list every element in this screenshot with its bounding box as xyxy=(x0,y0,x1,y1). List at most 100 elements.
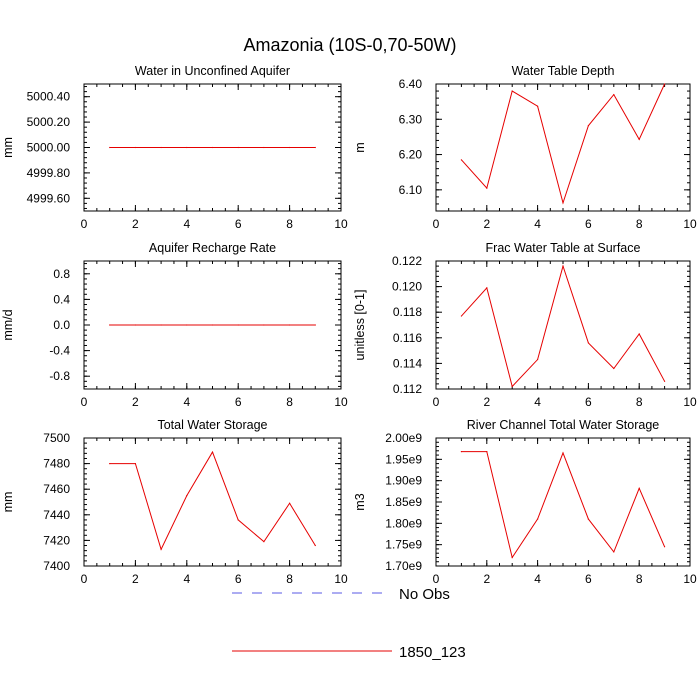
panel-frac-water-table-at-surface: Frac Water Table at Surface unitless [0-1… xyxy=(353,241,697,409)
data-point xyxy=(562,202,564,204)
y-tick-label: 7420 xyxy=(43,533,70,547)
series-line-1850-123 xyxy=(461,264,666,388)
y-tick-label: 5000.40 xyxy=(27,90,71,104)
y-tick-label: 7480 xyxy=(43,457,70,471)
y-tick-label: 1.75e9 xyxy=(385,538,422,552)
data-point xyxy=(587,342,590,344)
x-tick-label: 10 xyxy=(334,572,348,586)
y-tick-label: 7460 xyxy=(43,482,70,496)
y-tick-label: 6.30 xyxy=(399,112,423,126)
x-tick-label: 2 xyxy=(132,395,139,409)
figure-title: Amazonia (10S-0,70-50W) xyxy=(243,35,456,55)
panel-water-table-depth: Water Table Depth m 0 2 4 6 8 10 6.10 6.20 6.30 6.4… xyxy=(353,64,697,231)
panel-title: Aquifer Recharge Rate xyxy=(149,241,276,255)
y-tick-label: 1.95e9 xyxy=(385,452,422,466)
x-tick-label: 0 xyxy=(433,217,440,231)
data-point xyxy=(314,146,316,149)
panels-group: Water in Unconfined Aquifer mm 0 2 4 6 8 10 4999… xyxy=(1,64,697,586)
y-tick-label: 1.70e9 xyxy=(385,559,422,573)
data-point xyxy=(289,502,291,504)
data-point xyxy=(186,146,188,149)
x-tick-label: 8 xyxy=(286,572,293,586)
y-tick-label: 6.10 xyxy=(399,183,423,197)
y-tick-label: 1.90e9 xyxy=(385,474,422,488)
data-point xyxy=(160,146,162,149)
data-point xyxy=(613,551,615,553)
y-tick-label: 5000.20 xyxy=(27,115,71,129)
x-tick-label: 6 xyxy=(235,395,242,409)
data-point xyxy=(289,324,291,326)
y-tick-label: 0.114 xyxy=(393,356,422,370)
y-axis-label: unitless [0-1] xyxy=(353,290,367,361)
x-tick-label: 8 xyxy=(636,395,643,409)
panel-title: Water Table Depth xyxy=(512,64,615,78)
y-tick-label: 0.118 xyxy=(393,305,422,319)
x-tick-label: 10 xyxy=(683,572,697,586)
x-tick-label: 2 xyxy=(483,572,490,586)
y-axis-label: m xyxy=(353,142,367,152)
data-point xyxy=(537,358,539,361)
data-point xyxy=(460,315,462,317)
y-tick-label: -0.4 xyxy=(49,344,70,358)
x-tick-label: 10 xyxy=(683,217,697,231)
data-point xyxy=(587,518,590,520)
y-tick-label: -0.8 xyxy=(49,369,70,383)
panel-title: Water in Unconfined Aquifer xyxy=(135,64,290,78)
data-point xyxy=(186,495,188,497)
data-point xyxy=(237,324,239,326)
data-point xyxy=(664,83,666,85)
y-tick-label: 0.116 xyxy=(393,331,422,345)
x-tick-label: 4 xyxy=(534,395,541,409)
series-line-1850-123 xyxy=(109,450,316,551)
plot-frame xyxy=(435,260,691,390)
data-point xyxy=(613,367,615,370)
x-tick-label: 4 xyxy=(183,395,190,409)
data-point xyxy=(211,451,214,453)
data-point xyxy=(613,93,615,96)
data-point xyxy=(109,463,111,465)
y-tick-label: 0.0 xyxy=(53,318,70,332)
x-tick-label: 0 xyxy=(81,217,88,231)
x-tick-label: 8 xyxy=(286,217,293,231)
data-point xyxy=(237,146,239,149)
data-point xyxy=(237,519,239,521)
data-point xyxy=(211,146,214,149)
x-tick-label: 2 xyxy=(132,572,139,586)
data-point xyxy=(562,452,564,454)
legend: No Obs 1850_123 xyxy=(232,586,466,661)
data-point xyxy=(109,146,111,149)
y-axis-label: mm xyxy=(1,137,15,158)
data-point xyxy=(537,105,539,107)
data-point xyxy=(211,324,214,326)
x-tick-label: 6 xyxy=(235,217,242,231)
y-tick-label: 5000.00 xyxy=(27,141,71,155)
y-tick-label: 0.112 xyxy=(393,382,422,396)
x-tick-label: 10 xyxy=(334,217,348,231)
data-point xyxy=(537,518,539,520)
series-line-1850-123 xyxy=(461,451,666,559)
x-tick-label: 6 xyxy=(585,572,592,586)
data-point xyxy=(562,265,564,267)
data-point xyxy=(160,324,162,326)
data-point xyxy=(263,324,265,326)
y-tick-label: 4999.80 xyxy=(27,166,71,180)
data-point xyxy=(486,187,488,189)
y-tick-label: 7400 xyxy=(43,559,70,573)
data-point xyxy=(134,324,136,326)
y-tick-label: 4999.60 xyxy=(27,191,71,205)
data-point xyxy=(486,287,488,289)
data-point xyxy=(314,544,316,547)
data-point xyxy=(134,463,136,465)
data-point xyxy=(460,159,462,161)
plot-frame xyxy=(435,437,691,567)
x-tick-label: 2 xyxy=(132,217,139,231)
data-point xyxy=(160,548,162,550)
y-tick-label: 6.40 xyxy=(399,77,423,91)
data-point xyxy=(186,324,188,326)
panel-water-in-unconfined-aquifer: Water in Unconfined Aquifer mm 0 2 4 6 8 10 4999… xyxy=(1,64,348,231)
x-tick-label: 8 xyxy=(286,395,293,409)
x-tick-label: 8 xyxy=(636,572,643,586)
data-point xyxy=(587,125,590,127)
plot-frame xyxy=(83,437,342,567)
